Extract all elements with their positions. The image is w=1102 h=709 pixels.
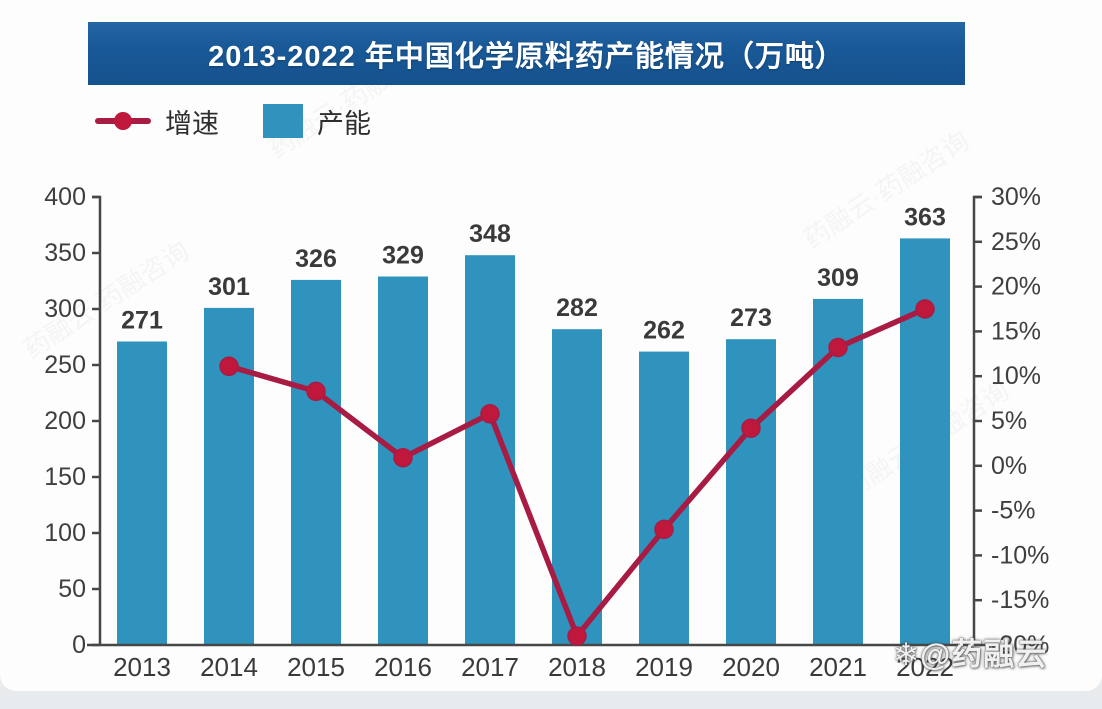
right-tick-label: 5%: [991, 407, 1027, 435]
right-tick-label: 15%: [991, 317, 1041, 345]
growth-line-legend-marker: [95, 112, 151, 130]
chart-title-banner: 2013-2022 年中国化学原料药产能情况（万吨）: [88, 22, 965, 85]
x-axis-label-2018: 2018: [548, 652, 606, 682]
bar-value-label: 329: [382, 242, 424, 270]
left-tick-label: 250: [44, 351, 86, 379]
left-tick-label: 400: [44, 183, 86, 211]
right-tick-label: -10%: [991, 541, 1049, 569]
legend-label-growth: 增速: [165, 108, 219, 139]
right-tick-label: 30%: [991, 183, 1041, 211]
right-tick-label: -15%: [991, 586, 1049, 614]
growth-point-2021: [828, 337, 848, 358]
chart-title: 2013-2022 年中国化学原料药产能情况（万吨）: [208, 40, 845, 73]
growth-point-2020: [741, 418, 761, 438]
left-tick-label: 300: [44, 295, 86, 323]
x-axis-label-2020: 2020: [722, 652, 780, 682]
right-tick-label: 25%: [991, 228, 1041, 256]
growth-point-2015: [306, 381, 326, 402]
x-axis-label-2021: 2021: [809, 652, 867, 682]
growth-point-2022: [915, 299, 935, 319]
right-tick-label: 0%: [991, 452, 1027, 480]
left-tick-label: 100: [44, 519, 86, 547]
x-axis-label-2014: 2014: [200, 652, 258, 682]
bar-2013: [117, 341, 167, 645]
bar-value-label: 282: [556, 294, 598, 322]
bar-value-label: 262: [643, 317, 685, 345]
growth-point-2014: [219, 356, 239, 377]
bar-value-label: 326: [295, 245, 337, 273]
x-axis-label-2019: 2019: [635, 652, 693, 682]
bar-value-label: 301: [208, 273, 250, 301]
growth-point-2018: [567, 626, 587, 646]
bar-value-label: 348: [469, 220, 511, 248]
bar-2019: [639, 351, 689, 645]
corner-watermark: ❄@药融云: [893, 637, 1048, 672]
bar-2015: [291, 279, 341, 645]
chart-legend: 增速 产能: [95, 102, 371, 140]
right-tick-label: 10%: [991, 362, 1041, 390]
growth-point-2016: [393, 447, 413, 468]
bar-value-label: 309: [817, 264, 859, 292]
bar-value-label: 363: [904, 203, 946, 231]
x-axis-label-2013: 2013: [113, 652, 171, 682]
growth-point-2019: [654, 519, 674, 540]
bar-value-label: 271: [121, 307, 163, 335]
right-tick-label: -5%: [991, 497, 1035, 525]
left-tick-label: 0: [72, 631, 86, 659]
bar-value-label: 273: [730, 304, 772, 332]
x-axis-label-2016: 2016: [374, 652, 432, 682]
left-tick-label: 350: [44, 239, 86, 267]
right-tick-label: -20%: [991, 631, 1049, 659]
bar-2020: [726, 339, 776, 645]
capacity-legend-swatch: [263, 104, 303, 138]
growth-dot-icon: [114, 112, 132, 130]
bar-2017: [465, 255, 515, 645]
right-tick-label: 20%: [991, 273, 1041, 301]
growth-point-2017: [480, 404, 500, 424]
left-tick-label: 200: [44, 407, 86, 435]
left-tick-label: 150: [44, 463, 86, 491]
x-axis-label-2017: 2017: [461, 652, 519, 682]
x-axis-label-2022: 2022: [896, 652, 954, 682]
x-axis-label-2015: 2015: [287, 652, 345, 682]
left-tick-label: 50: [58, 575, 86, 603]
legend-label-capacity: 产能: [317, 108, 371, 139]
